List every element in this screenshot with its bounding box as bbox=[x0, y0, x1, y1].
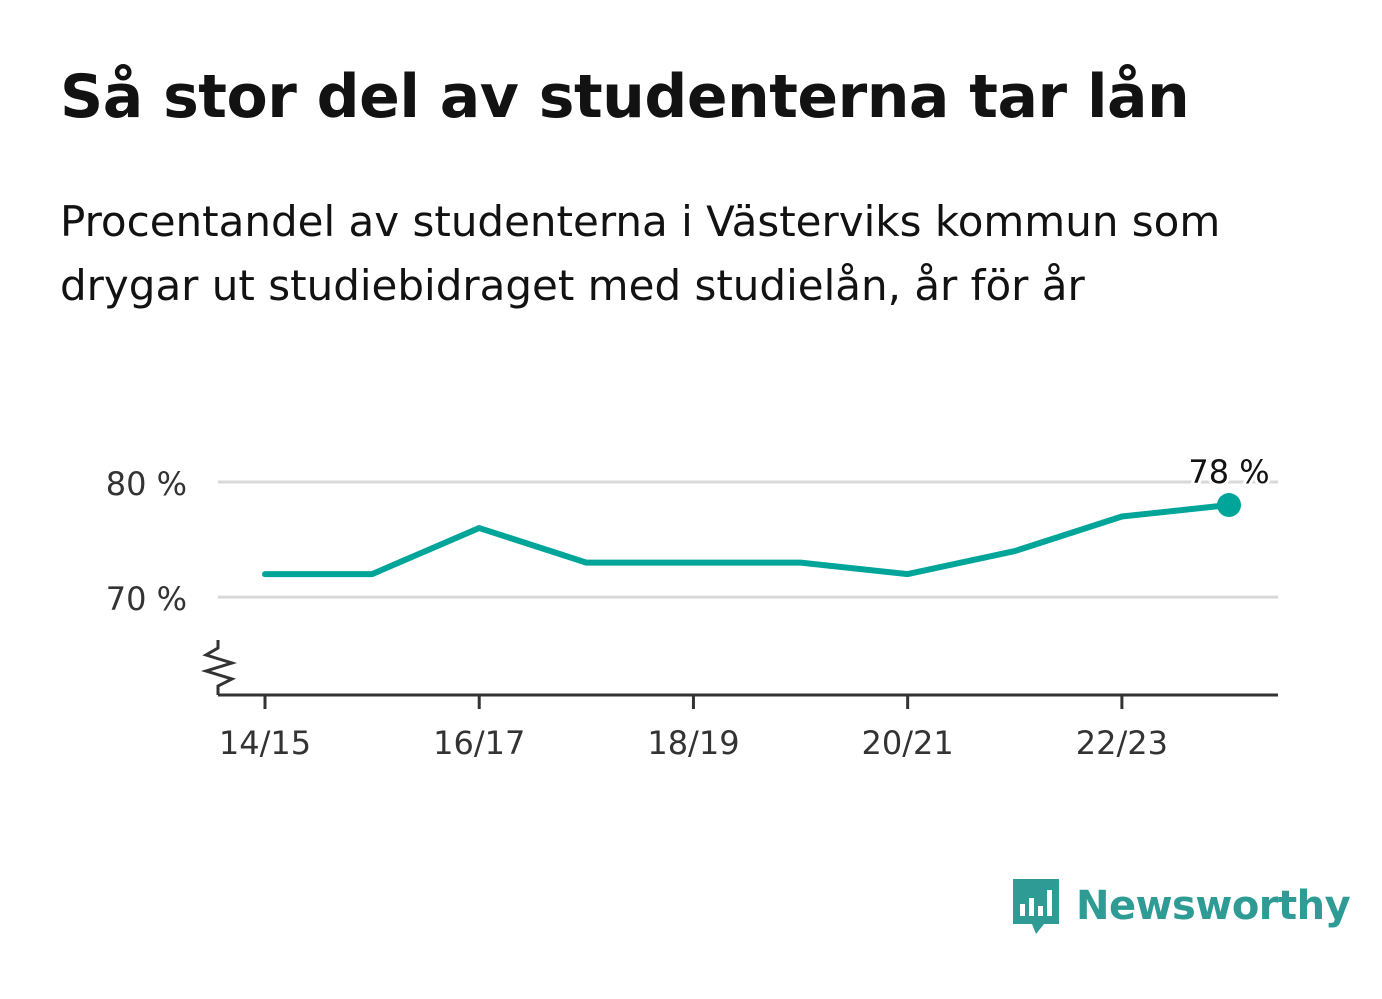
chart-subtitle: Procentandel av studenterna i Västerviks… bbox=[60, 197, 1221, 310]
last-value-label: 78 % bbox=[1188, 453, 1269, 491]
x-tick-label: 22/23 bbox=[1076, 724, 1168, 762]
brand-name: Newsworthy bbox=[1076, 883, 1351, 929]
x-tick-label: 14/15 bbox=[219, 724, 311, 762]
brand-logo: Newsworthy bbox=[1010, 876, 1351, 936]
x-axis: 14/15 16/17 18/19 20/21 22/23 bbox=[200, 640, 1278, 762]
series-line bbox=[262, 502, 1232, 578]
x-axis-ticks: 14/15 16/17 18/19 20/21 22/23 bbox=[219, 695, 1168, 762]
data-labels: 78 % bbox=[1185, 450, 1272, 494]
series-layer bbox=[262, 493, 1241, 578]
x-tick-label: 20/21 bbox=[862, 724, 954, 762]
x-tick-label: 18/19 bbox=[647, 724, 739, 762]
x-tick-label: 16/17 bbox=[433, 724, 525, 762]
bar-chart-speech-bubble-icon bbox=[1013, 879, 1059, 934]
last-point-marker bbox=[1217, 493, 1241, 518]
chart-title: Så stor del av studenterna tar lån bbox=[60, 62, 1190, 132]
y-axis-tick-labels: 70 % 80 % bbox=[106, 465, 187, 618]
axis-break-icon bbox=[200, 640, 238, 695]
y-tick-label: 70 % bbox=[106, 580, 187, 618]
y-tick-label: 80 % bbox=[106, 465, 187, 503]
gridlines bbox=[218, 480, 1278, 599]
